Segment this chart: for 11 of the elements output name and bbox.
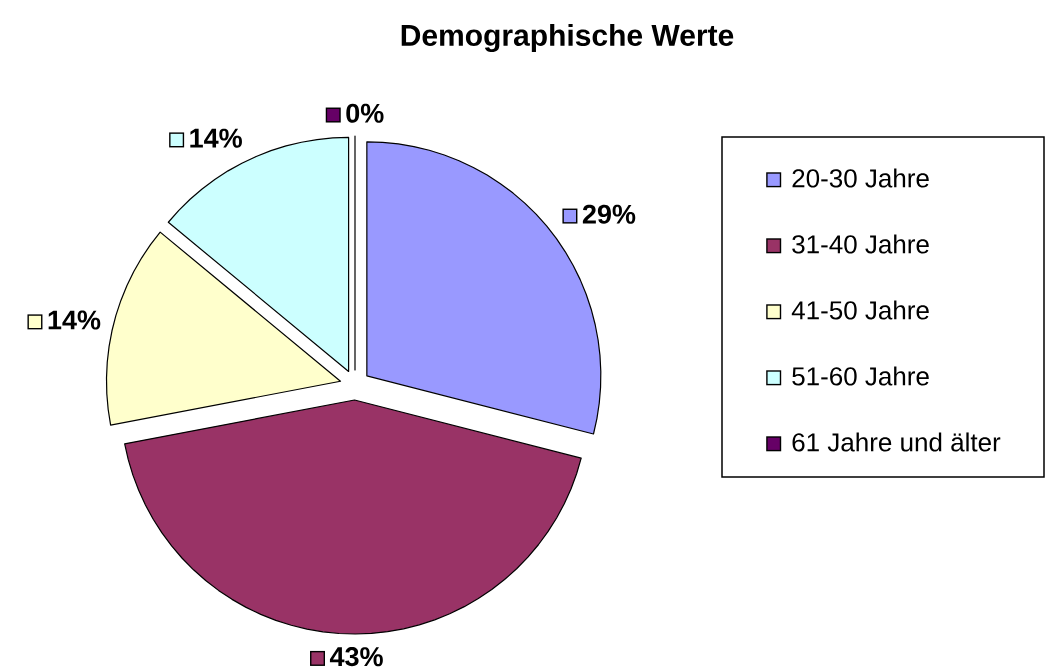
data-label: 14% [48,310,101,330]
data-label: 14% [190,128,242,148]
legend-label: 20-30 Jahre [792,168,929,188]
data-label: 43% [329,647,383,667]
text: 0% [346,103,384,123]
data-label: 29% [582,204,636,224]
chart-title: Demographische Werte [401,23,734,53]
legend-label: 41-50 Jahre [791,300,929,320]
legend-label: 31-40 Jahre [792,234,929,254]
legend-label: 51-60 Jahre [792,366,929,386]
legend-label: 61 Jahre und älter [792,432,1001,452]
